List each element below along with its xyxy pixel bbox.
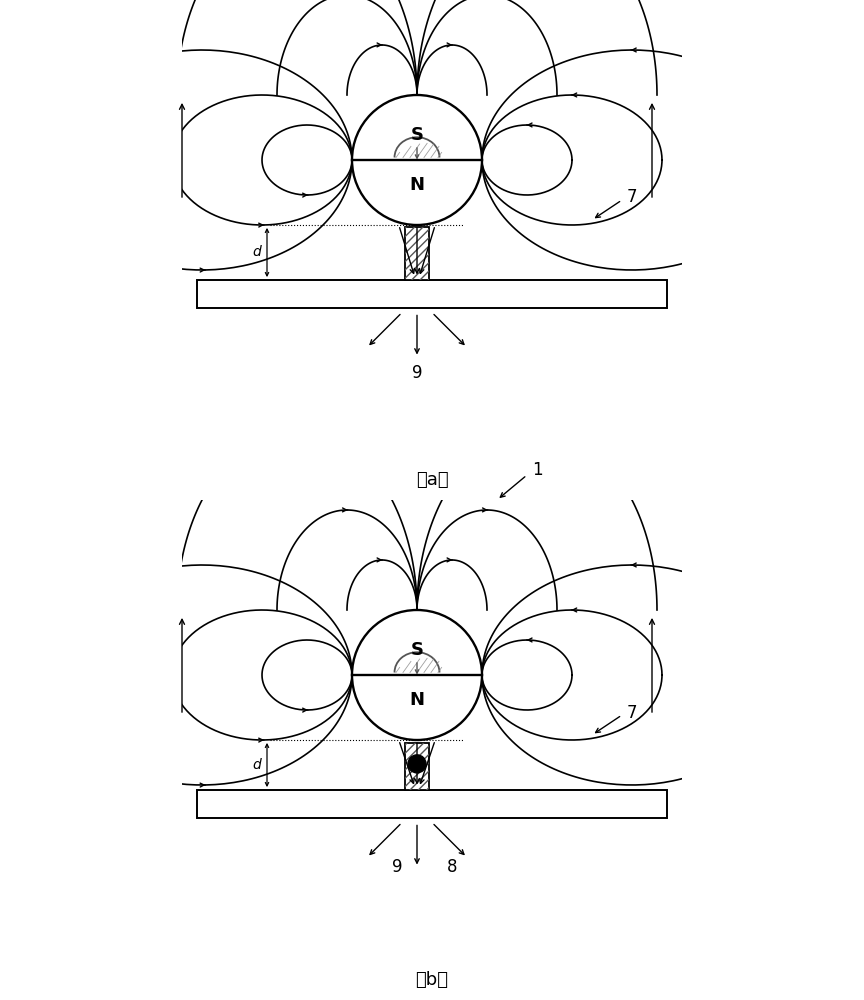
Text: （a）: （a）: [416, 471, 448, 489]
Circle shape: [408, 755, 426, 773]
Text: d: d: [252, 245, 262, 259]
Text: 1: 1: [532, 461, 543, 479]
Text: S: S: [410, 641, 423, 659]
Text: N: N: [410, 691, 424, 709]
Text: 7: 7: [627, 188, 638, 207]
Bar: [405, 742, 429, 790]
Circle shape: [352, 95, 482, 225]
Text: （b）: （b）: [416, 971, 448, 989]
Text: 9: 9: [391, 858, 403, 876]
Bar: [405, 228, 429, 280]
Text: d: d: [252, 758, 262, 772]
Text: 9: 9: [412, 363, 422, 381]
Text: N: N: [410, 176, 424, 194]
Bar: [197, 790, 667, 818]
Bar: [197, 280, 667, 308]
Circle shape: [352, 610, 482, 740]
Bar: [405, 228, 429, 280]
Text: 7: 7: [627, 704, 638, 721]
Bar: [405, 742, 429, 790]
Text: 8: 8: [447, 858, 457, 876]
Text: S: S: [410, 126, 423, 144]
